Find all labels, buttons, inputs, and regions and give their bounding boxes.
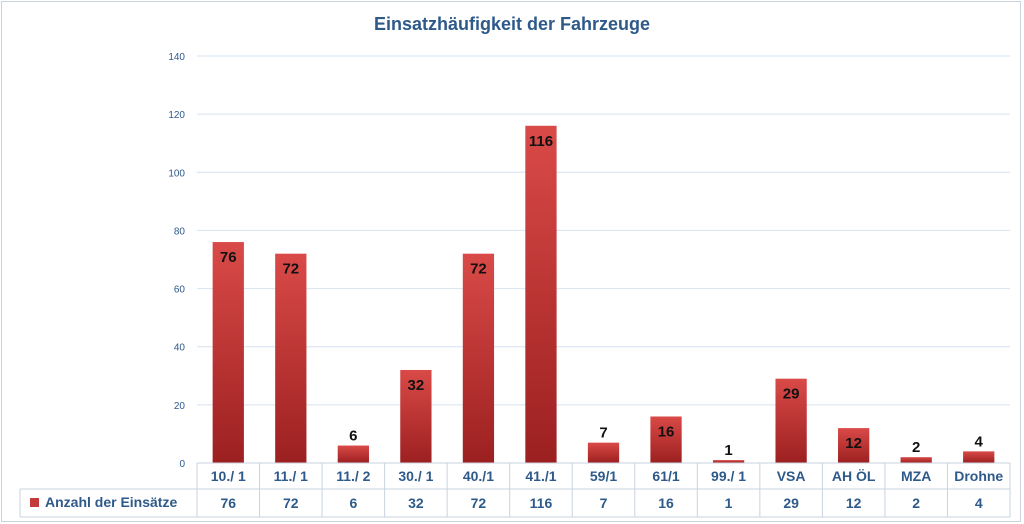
data-label: 6 <box>349 428 357 445</box>
y-tick-label: 80 <box>174 226 186 237</box>
category-label: 61/1 <box>652 468 679 484</box>
category-label: 99./ 1 <box>711 468 746 484</box>
y-tick-label: 140 <box>168 52 185 63</box>
table-value: 72 <box>283 495 299 511</box>
bar <box>212 242 244 463</box>
y-tick-label: 40 <box>174 343 186 354</box>
legend-key <box>30 498 39 507</box>
table-value: 6 <box>349 495 357 511</box>
data-label: 12 <box>845 435 862 452</box>
y-tick-label: 20 <box>174 401 186 412</box>
table-value: 116 <box>530 495 553 511</box>
bars <box>212 125 995 464</box>
table-value: 76 <box>220 495 236 511</box>
category-label: 41./1 <box>525 468 556 484</box>
table-value: 7 <box>600 495 608 511</box>
table-value: 29 <box>783 495 799 511</box>
table-value: 72 <box>471 495 487 511</box>
category-label: 59/1 <box>590 468 617 484</box>
category-label: Drohne <box>954 468 1003 484</box>
chart-title: Einsatzhäufigkeit der Fahrzeuge <box>373 14 651 34</box>
data-label: 2 <box>912 439 920 456</box>
bar <box>963 451 995 463</box>
bar <box>337 445 369 463</box>
y-tick-label: 0 <box>179 459 185 470</box>
data-label: 116 <box>529 133 553 150</box>
data-label: 29 <box>783 386 800 403</box>
gridlines <box>197 55 1010 464</box>
table-value: 12 <box>846 495 862 511</box>
category-label: 30./ 1 <box>398 468 433 484</box>
bar <box>650 416 682 463</box>
table-value: 2 <box>912 495 920 511</box>
category-label: 10./ 1 <box>211 468 246 484</box>
data-label: 72 <box>282 261 299 278</box>
data-label: 32 <box>408 377 425 394</box>
data-label: 7 <box>599 425 607 442</box>
bar <box>775 378 807 463</box>
category-label: 11./ 2 <box>336 468 370 484</box>
data-labels: 76 72 6 32 72 116 7 16 1 29 12 2 4 <box>220 133 984 459</box>
table-value: 16 <box>658 495 674 511</box>
category-label: AH ÖL <box>832 468 876 484</box>
legend-label: Anzahl der Einsätze <box>45 494 177 510</box>
data-label: 4 <box>975 433 984 450</box>
data-label: 16 <box>658 423 675 440</box>
bar <box>400 369 432 463</box>
bar <box>587 442 620 463</box>
table-value: 1 <box>725 495 733 511</box>
data-label: 72 <box>470 261 487 278</box>
bar <box>462 253 495 463</box>
category-label: 40./1 <box>463 468 494 484</box>
bar <box>712 460 745 463</box>
y-tick-label: 100 <box>168 168 185 179</box>
bar <box>900 457 932 463</box>
y-axis-ticks: 0 20 40 60 80 100 120 140 <box>168 52 185 470</box>
y-tick-label: 120 <box>168 110 185 121</box>
table-value: 32 <box>408 495 424 511</box>
category-label: MZA <box>901 468 931 484</box>
data-label: 76 <box>220 249 237 266</box>
data-label: 1 <box>724 442 732 459</box>
table-value: 4 <box>975 495 983 511</box>
category-label: 11./ 1 <box>274 468 308 484</box>
bar <box>838 428 870 463</box>
y-tick-label: 60 <box>174 285 186 296</box>
category-label: VSA <box>777 468 806 484</box>
bar <box>275 253 307 463</box>
bar <box>525 125 557 464</box>
